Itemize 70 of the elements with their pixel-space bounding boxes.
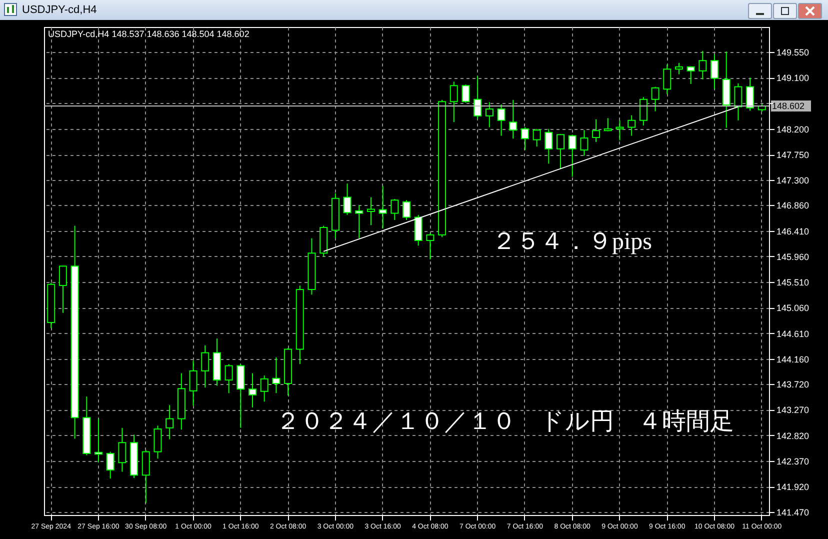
candlestick [509,99,518,140]
y-tick-label: 149.100 [776,73,810,84]
annotation: ２５４．９pips [492,229,652,255]
candlestick [497,104,506,136]
y-tick-label: 142.370 [776,456,810,466]
y-tick-label: 145.960 [776,252,810,262]
candlestick [154,425,162,460]
candlestick [686,66,695,84]
y-tick-label: 141.920 [776,482,810,492]
candlestick [414,214,422,246]
y-tick-label: 143.720 [776,380,810,390]
candlestick [272,356,280,394]
candlestick [426,232,434,260]
chart-title: USDJPY-cd,H4 [22,3,97,18]
candlestick [674,62,683,75]
candlestick [568,134,576,178]
candlestick [544,128,553,164]
candlestick [94,418,102,463]
y-tick-label: 141.470 [776,508,810,518]
candlestick [734,82,742,121]
candlestick [520,126,529,150]
y-tick-label: 149.550 [776,48,810,58]
candlestick [390,198,399,221]
candlestick [580,130,588,156]
candlestick [343,183,352,216]
candlestick [639,96,648,126]
candlestick [106,451,114,480]
y-tick-label: 143.270 [776,405,810,416]
y-tick-label: 142.820 [776,430,810,441]
candlestick [450,81,458,123]
candlestick [462,84,470,104]
candlestick [402,200,410,221]
candlestick [142,450,150,504]
candlestick [532,128,541,148]
candlestick [58,265,67,314]
candlestick [248,372,256,408]
y-tick-label: 144.610 [776,328,810,339]
candlestick [355,204,364,239]
candlestick [710,54,719,90]
y-tick-label: 147.750 [776,150,810,160]
y-tick-label: 146.860 [776,200,810,211]
candlestick [746,77,754,112]
annotation: ２０２４／１０／１０ ドル円 ４時間足 [276,409,734,435]
ref-line-label: 148.602 [772,101,805,112]
candlestick [628,114,636,136]
candlestick [260,374,268,402]
candlestick [378,185,387,230]
candlestick [224,364,233,394]
candlestick [604,118,612,132]
y-tick-label: 146.410 [776,226,810,236]
candlestick [616,120,624,141]
y-tick-label: 144.160 [776,354,810,364]
candlestick [118,427,126,472]
candlestick [236,364,245,428]
candlestick [663,64,672,95]
candlestick [201,344,210,388]
y-tick-label: 145.510 [776,278,810,288]
y-tick-label: 145.060 [776,303,810,314]
candlestick [556,134,565,170]
candlestick [166,404,174,440]
candlestick [189,360,198,406]
candlestick [366,196,375,226]
candlestick [485,102,494,128]
candlestick [698,50,707,80]
chart-subtitle: USDJPY-cd,H4 148.537 148.636 148.504 148.602 [48,29,250,39]
y-tick-label: 147.300 [776,176,810,186]
y-tick-label: 148.200 [776,124,810,134]
candlestick [592,118,600,143]
candlestick [474,75,482,120]
candlestick [651,86,660,112]
